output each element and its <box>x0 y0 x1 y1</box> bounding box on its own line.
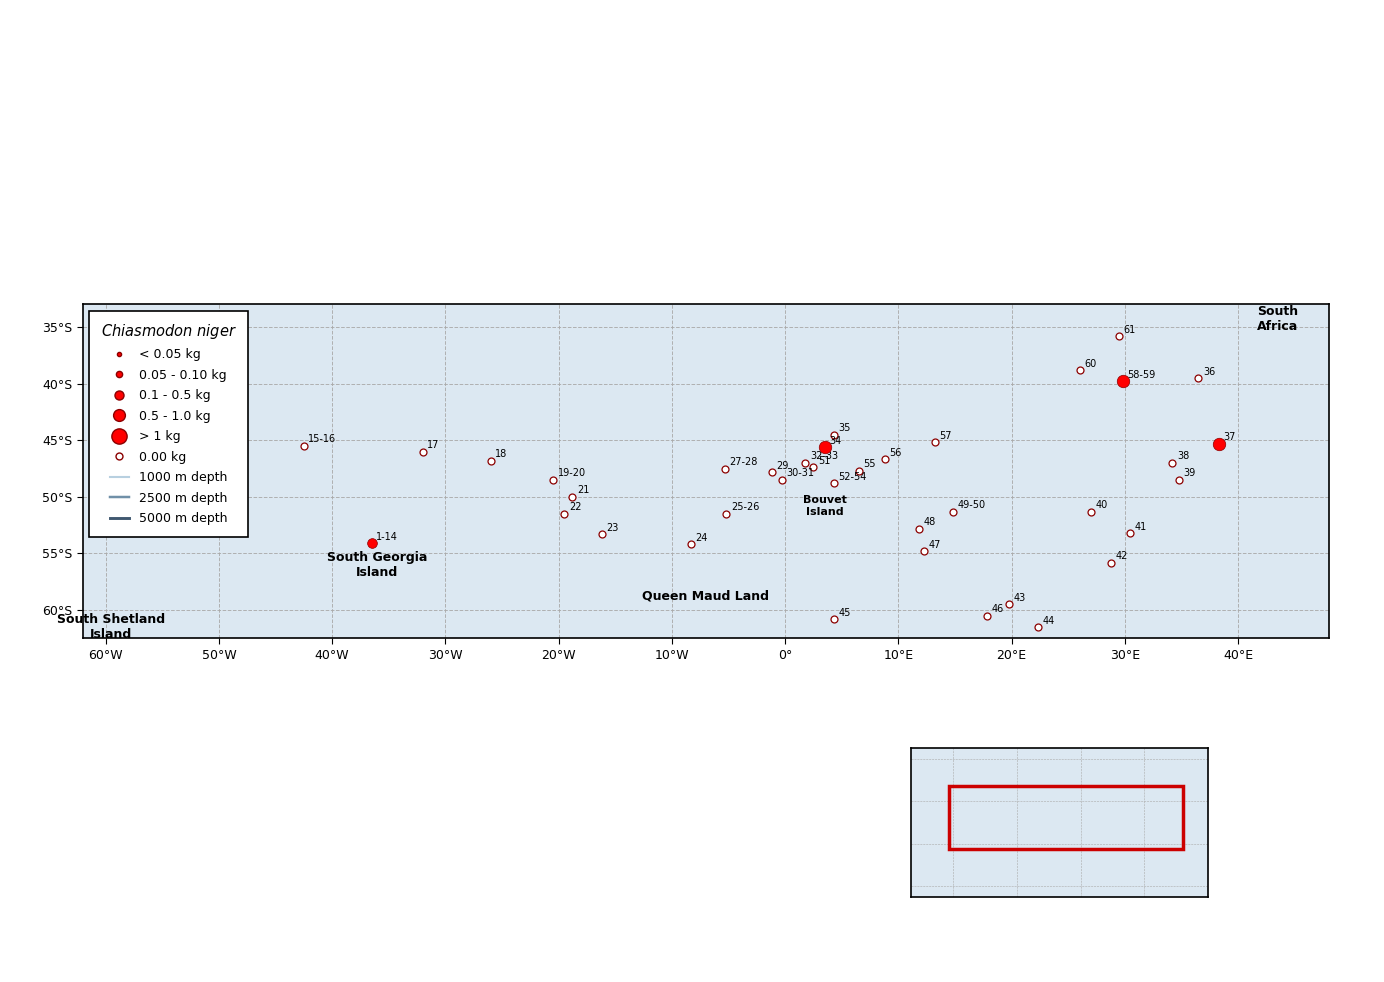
Text: 51: 51 <box>818 456 830 466</box>
Text: 56: 56 <box>890 448 901 458</box>
Text: 55: 55 <box>864 460 876 469</box>
Text: Queen Maud Land: Queen Maud Land <box>642 590 770 603</box>
Text: 24: 24 <box>696 533 709 543</box>
Text: 21: 21 <box>577 485 590 496</box>
Text: 25-26: 25-26 <box>731 503 760 513</box>
Text: 32-33: 32-33 <box>810 452 839 462</box>
Text: 43: 43 <box>1014 593 1026 603</box>
Text: 58-59: 58-59 <box>1127 370 1156 380</box>
Text: 27-28: 27-28 <box>729 458 758 467</box>
Text: 39: 39 <box>1183 468 1196 478</box>
Text: 23: 23 <box>606 522 619 533</box>
Text: 42: 42 <box>1116 551 1128 561</box>
Text: 30-31: 30-31 <box>786 468 814 478</box>
Text: 18: 18 <box>495 449 508 460</box>
Text: South
Africa: South Africa <box>1257 305 1298 333</box>
Text: 40: 40 <box>1095 500 1107 511</box>
Text: 60: 60 <box>1084 358 1096 368</box>
Text: 41: 41 <box>1135 521 1147 531</box>
Text: 48: 48 <box>923 518 936 527</box>
Text: 52-54: 52-54 <box>839 472 866 482</box>
Text: 36: 36 <box>1203 366 1215 376</box>
Text: Bouvet
Island: Bouvet Island <box>803 495 847 517</box>
Text: 1-14: 1-14 <box>376 532 399 542</box>
Text: 29: 29 <box>776 461 789 470</box>
Legend: < 0.05 kg, 0.05 - 0.10 kg, 0.1 - 0.5 kg, 0.5 - 1.0 kg, > 1 kg, 0.00 kg, 1000 m d: < 0.05 kg, 0.05 - 0.10 kg, 0.1 - 0.5 kg,… <box>90 310 248 536</box>
Text: South Shetland
Island: South Shetland Island <box>57 613 166 641</box>
Text: 44: 44 <box>1042 616 1055 626</box>
Text: 35: 35 <box>839 423 851 433</box>
Text: 61: 61 <box>1124 325 1136 335</box>
Text: 37: 37 <box>1223 432 1236 442</box>
Text: 45: 45 <box>839 608 851 618</box>
Text: 19-20: 19-20 <box>558 468 585 478</box>
Text: 46: 46 <box>991 604 1003 615</box>
Text: 47: 47 <box>929 540 941 550</box>
Bar <box>949 787 1183 849</box>
Text: 49-50: 49-50 <box>958 500 985 511</box>
Text: 38: 38 <box>1176 452 1189 462</box>
Text: South Georgia
Island: South Georgia Island <box>327 551 428 578</box>
Text: 22: 22 <box>569 503 581 513</box>
Text: 15-16: 15-16 <box>309 434 336 445</box>
Text: 17: 17 <box>428 440 440 450</box>
Text: 57: 57 <box>940 431 952 441</box>
Text: 34: 34 <box>829 436 841 446</box>
